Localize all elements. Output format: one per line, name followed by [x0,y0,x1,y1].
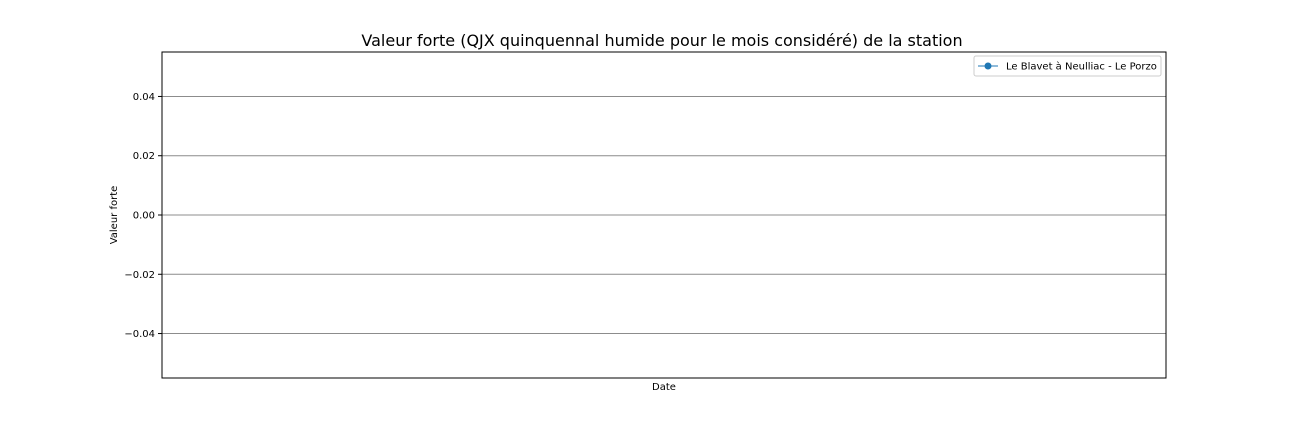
y-tick-label: −0.02 [124,270,155,281]
y-tick-label: 0.00 [133,211,155,222]
y-axis-label: Valeur forte [109,186,120,245]
legend-marker [984,62,992,70]
y-tick-label: 0.04 [133,92,155,103]
legend: Le Blavet à Neulliac - Le Porzo [973,55,1162,77]
legend-label: Le Blavet à Neulliac - Le Porzo [1006,61,1157,73]
x-axis-label: Date [652,382,676,393]
chart-title: Valeur forte (QJX quinquennal humide pou… [361,31,962,50]
grid-lines [162,95,1166,335]
y-tick-label: 0.02 [133,151,155,162]
y-tick-label: −0.04 [124,329,155,340]
y-axis-ticks: −0.04 −0.02 0.00 0.02 0.04 [124,92,162,340]
legend-box [973,55,1162,77]
